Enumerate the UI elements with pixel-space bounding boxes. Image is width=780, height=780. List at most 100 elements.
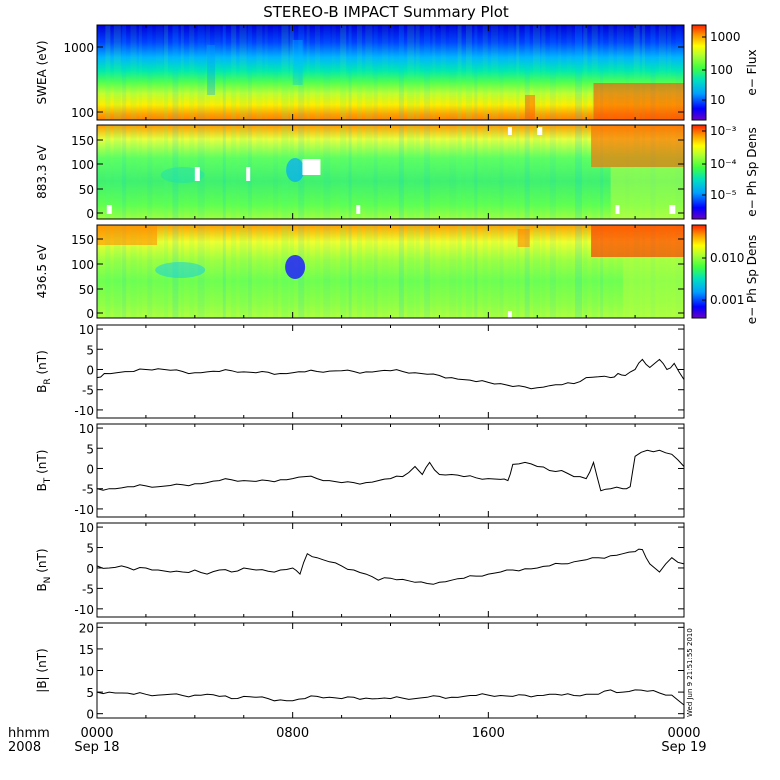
y-tick-label: 150 bbox=[71, 233, 94, 247]
pa-enhancement bbox=[517, 229, 530, 247]
texture-stripe bbox=[499, 225, 504, 318]
texture-stripe bbox=[340, 25, 347, 120]
texture-stripe bbox=[608, 25, 614, 120]
colorbar-tick-label: 0.010 bbox=[710, 251, 744, 265]
texture-stripe bbox=[298, 25, 305, 120]
data-gap bbox=[194, 167, 200, 181]
texture-stripe bbox=[256, 225, 263, 318]
time-year-label: 2008 bbox=[8, 740, 41, 755]
texture-stripe bbox=[105, 125, 111, 219]
texture-stripe bbox=[113, 25, 121, 120]
y-tick-label: 0 bbox=[86, 307, 94, 321]
texture-stripe bbox=[206, 225, 211, 318]
y-tick-label: 5 bbox=[86, 686, 94, 700]
texture-stripe bbox=[214, 25, 221, 120]
flux-dip bbox=[207, 45, 216, 95]
texture-stripe bbox=[382, 125, 389, 219]
data-gap bbox=[356, 205, 361, 214]
texture-stripe bbox=[449, 125, 457, 219]
texture-stripe bbox=[449, 25, 457, 120]
texture-stripe bbox=[491, 25, 499, 120]
texture-stripe bbox=[449, 225, 457, 318]
texture-stripe bbox=[616, 25, 624, 120]
texture-stripe bbox=[122, 125, 127, 219]
texture-stripe bbox=[172, 25, 179, 120]
data-gap bbox=[246, 167, 251, 181]
colorbar-label: e− Ph Sp Dens bbox=[745, 235, 759, 324]
texture-stripe bbox=[231, 225, 237, 318]
texture-stripe bbox=[289, 25, 294, 120]
texture-stripe bbox=[247, 225, 252, 318]
texture-stripe bbox=[516, 225, 520, 318]
texture-stripe bbox=[281, 225, 289, 318]
y-axis-label: BN (nT) bbox=[35, 548, 53, 591]
texture-stripe bbox=[574, 125, 582, 219]
texture-stripe bbox=[591, 25, 598, 120]
texture-stripe bbox=[491, 125, 499, 219]
side-stamp: Wed Jun 9 21:51:55 2010 bbox=[686, 628, 694, 717]
texture-stripe bbox=[365, 25, 373, 120]
y-tick-label: 100 bbox=[71, 158, 94, 172]
y-tick-label: -10 bbox=[74, 503, 94, 517]
texture-stripe bbox=[315, 225, 321, 318]
texture-stripe bbox=[440, 125, 446, 219]
texture-stripe bbox=[507, 25, 514, 120]
colorbar-tick-label: 10⁻⁵ bbox=[710, 188, 737, 202]
texture-stripe bbox=[222, 25, 226, 120]
texture-stripe bbox=[197, 25, 205, 120]
spectrogram-image bbox=[97, 225, 684, 318]
colorbar bbox=[691, 24, 707, 121]
time-tick-date: Sep 18 bbox=[74, 740, 119, 755]
texture-stripe bbox=[474, 225, 478, 318]
texture-stripe bbox=[155, 225, 163, 318]
texture-stripe bbox=[206, 125, 211, 219]
y-tick-label: 20 bbox=[79, 621, 94, 635]
texture-stripe bbox=[97, 25, 100, 120]
texture-stripe bbox=[122, 225, 127, 318]
texture-stripe bbox=[491, 225, 499, 318]
texture-stripe bbox=[97, 225, 100, 318]
texture-stripe bbox=[407, 225, 415, 318]
texture-stripe bbox=[264, 125, 268, 219]
texture-stripe bbox=[440, 225, 446, 318]
y-axis-label: 883.3 eV bbox=[35, 144, 49, 199]
spectrogram-image bbox=[97, 25, 684, 120]
texture-stripe bbox=[138, 25, 142, 120]
texture-stripe bbox=[105, 225, 111, 318]
texture-stripe bbox=[197, 225, 205, 318]
texture-stripe bbox=[180, 25, 184, 120]
texture-stripe bbox=[122, 25, 127, 120]
texture-stripe bbox=[356, 125, 362, 219]
texture-stripe bbox=[432, 25, 436, 120]
colorbar-tick-label: 10 bbox=[710, 93, 725, 107]
spectrogram-panel: 1000 100 SWEA (eV) 1000 100 10 e− Flux bbox=[35, 24, 759, 121]
texture-stripe bbox=[356, 25, 362, 120]
texture-stripe bbox=[206, 25, 211, 120]
pa-enhancement bbox=[622, 257, 684, 318]
texture-stripe bbox=[457, 225, 462, 318]
colorbar-label: e− Ph Sp Dens bbox=[745, 127, 759, 216]
texture-stripe bbox=[432, 125, 436, 219]
texture-stripe bbox=[566, 125, 572, 219]
colorbar bbox=[691, 224, 707, 319]
texture-stripe bbox=[633, 25, 640, 120]
texture-stripe bbox=[407, 125, 415, 219]
texture-stripe bbox=[533, 125, 541, 219]
y-tick-label: -5 bbox=[82, 582, 94, 596]
texture-stripe bbox=[189, 25, 195, 120]
colorbar bbox=[691, 124, 707, 220]
texture-stripe bbox=[558, 225, 562, 318]
texture-stripe bbox=[533, 225, 541, 318]
y-tick-label: 10 bbox=[79, 323, 94, 337]
texture-stripe bbox=[147, 25, 153, 120]
field-panel: 10 5 0 -5 -10 BR (nT) bbox=[35, 323, 685, 419]
texture-stripe bbox=[424, 25, 431, 120]
texture-stripe bbox=[583, 25, 588, 120]
texture-stripe bbox=[616, 225, 624, 318]
texture-stripe bbox=[239, 225, 247, 318]
y-tick-label: -5 bbox=[82, 483, 94, 497]
texture-stripe bbox=[365, 225, 373, 318]
flux-dip bbox=[292, 40, 303, 85]
